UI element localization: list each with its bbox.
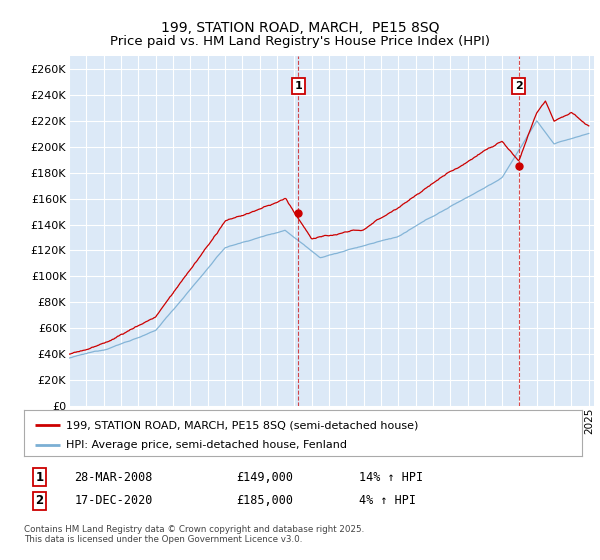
Text: 199, STATION ROAD, MARCH,  PE15 8SQ: 199, STATION ROAD, MARCH, PE15 8SQ [161,21,439,35]
Text: 1: 1 [35,470,44,484]
Text: 14% ↑ HPI: 14% ↑ HPI [359,470,423,484]
Text: 17-DEC-2020: 17-DEC-2020 [74,494,152,507]
Text: 28-MAR-2008: 28-MAR-2008 [74,470,152,484]
Text: Price paid vs. HM Land Registry's House Price Index (HPI): Price paid vs. HM Land Registry's House … [110,35,490,48]
Text: £149,000: £149,000 [236,470,293,484]
Text: HPI: Average price, semi-detached house, Fenland: HPI: Average price, semi-detached house,… [66,440,347,450]
Text: 2: 2 [515,81,523,91]
Text: £185,000: £185,000 [236,494,293,507]
Text: 2: 2 [35,494,44,507]
Text: 1: 1 [295,81,302,91]
Text: 199, STATION ROAD, MARCH, PE15 8SQ (semi-detached house): 199, STATION ROAD, MARCH, PE15 8SQ (semi… [66,420,418,430]
Text: Contains HM Land Registry data © Crown copyright and database right 2025.
This d: Contains HM Land Registry data © Crown c… [24,525,364,544]
Text: 4% ↑ HPI: 4% ↑ HPI [359,494,416,507]
